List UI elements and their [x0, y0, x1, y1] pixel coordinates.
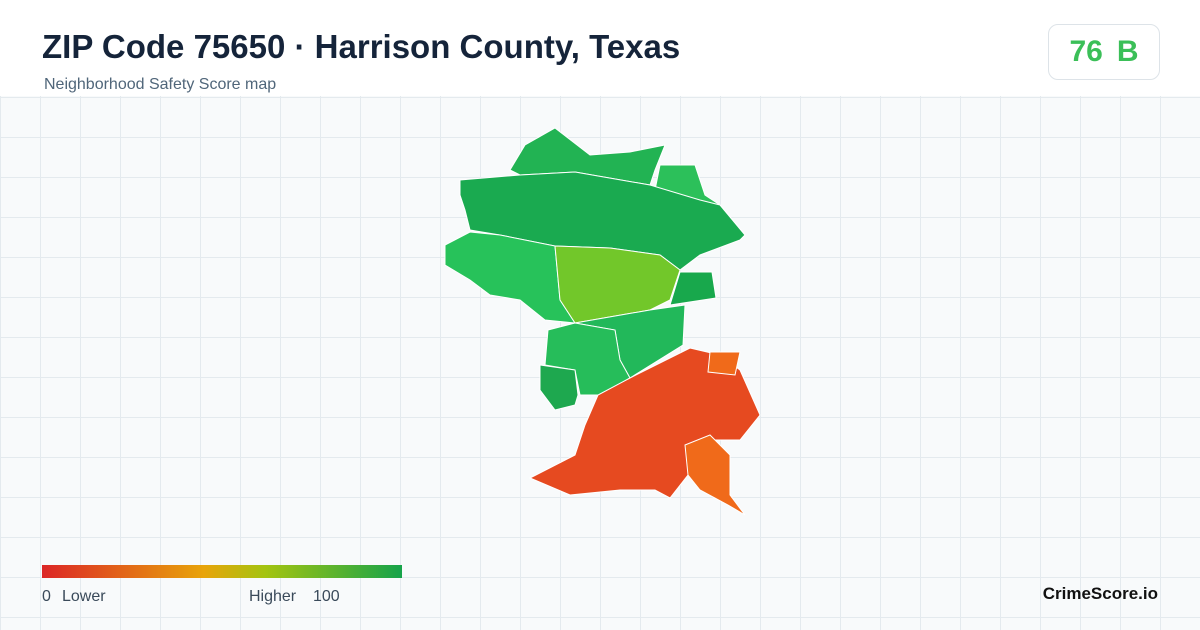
region	[554, 245, 681, 324]
region	[539, 364, 579, 411]
region	[707, 351, 741, 376]
score-badge: 76 B	[1048, 24, 1160, 80]
region	[459, 171, 746, 271]
legend-gradient	[42, 565, 402, 578]
region	[444, 231, 576, 324]
legend-max: 100	[313, 588, 340, 605]
legend-min-label: Lower	[62, 588, 106, 605]
legend-max-label: Higher	[249, 588, 297, 605]
grade: B	[1116, 35, 1139, 68]
title: ZIP Code 75650 · Harrison County, Texas	[42, 28, 681, 65]
region	[669, 271, 717, 306]
score: 76	[1069, 35, 1103, 68]
region	[684, 434, 746, 516]
brand: CrimeScore.io	[1042, 584, 1158, 603]
subtitle: Neighborhood Safety Score map	[44, 76, 277, 93]
legend-min: 0	[42, 588, 51, 605]
header	[0, 0, 1200, 96]
